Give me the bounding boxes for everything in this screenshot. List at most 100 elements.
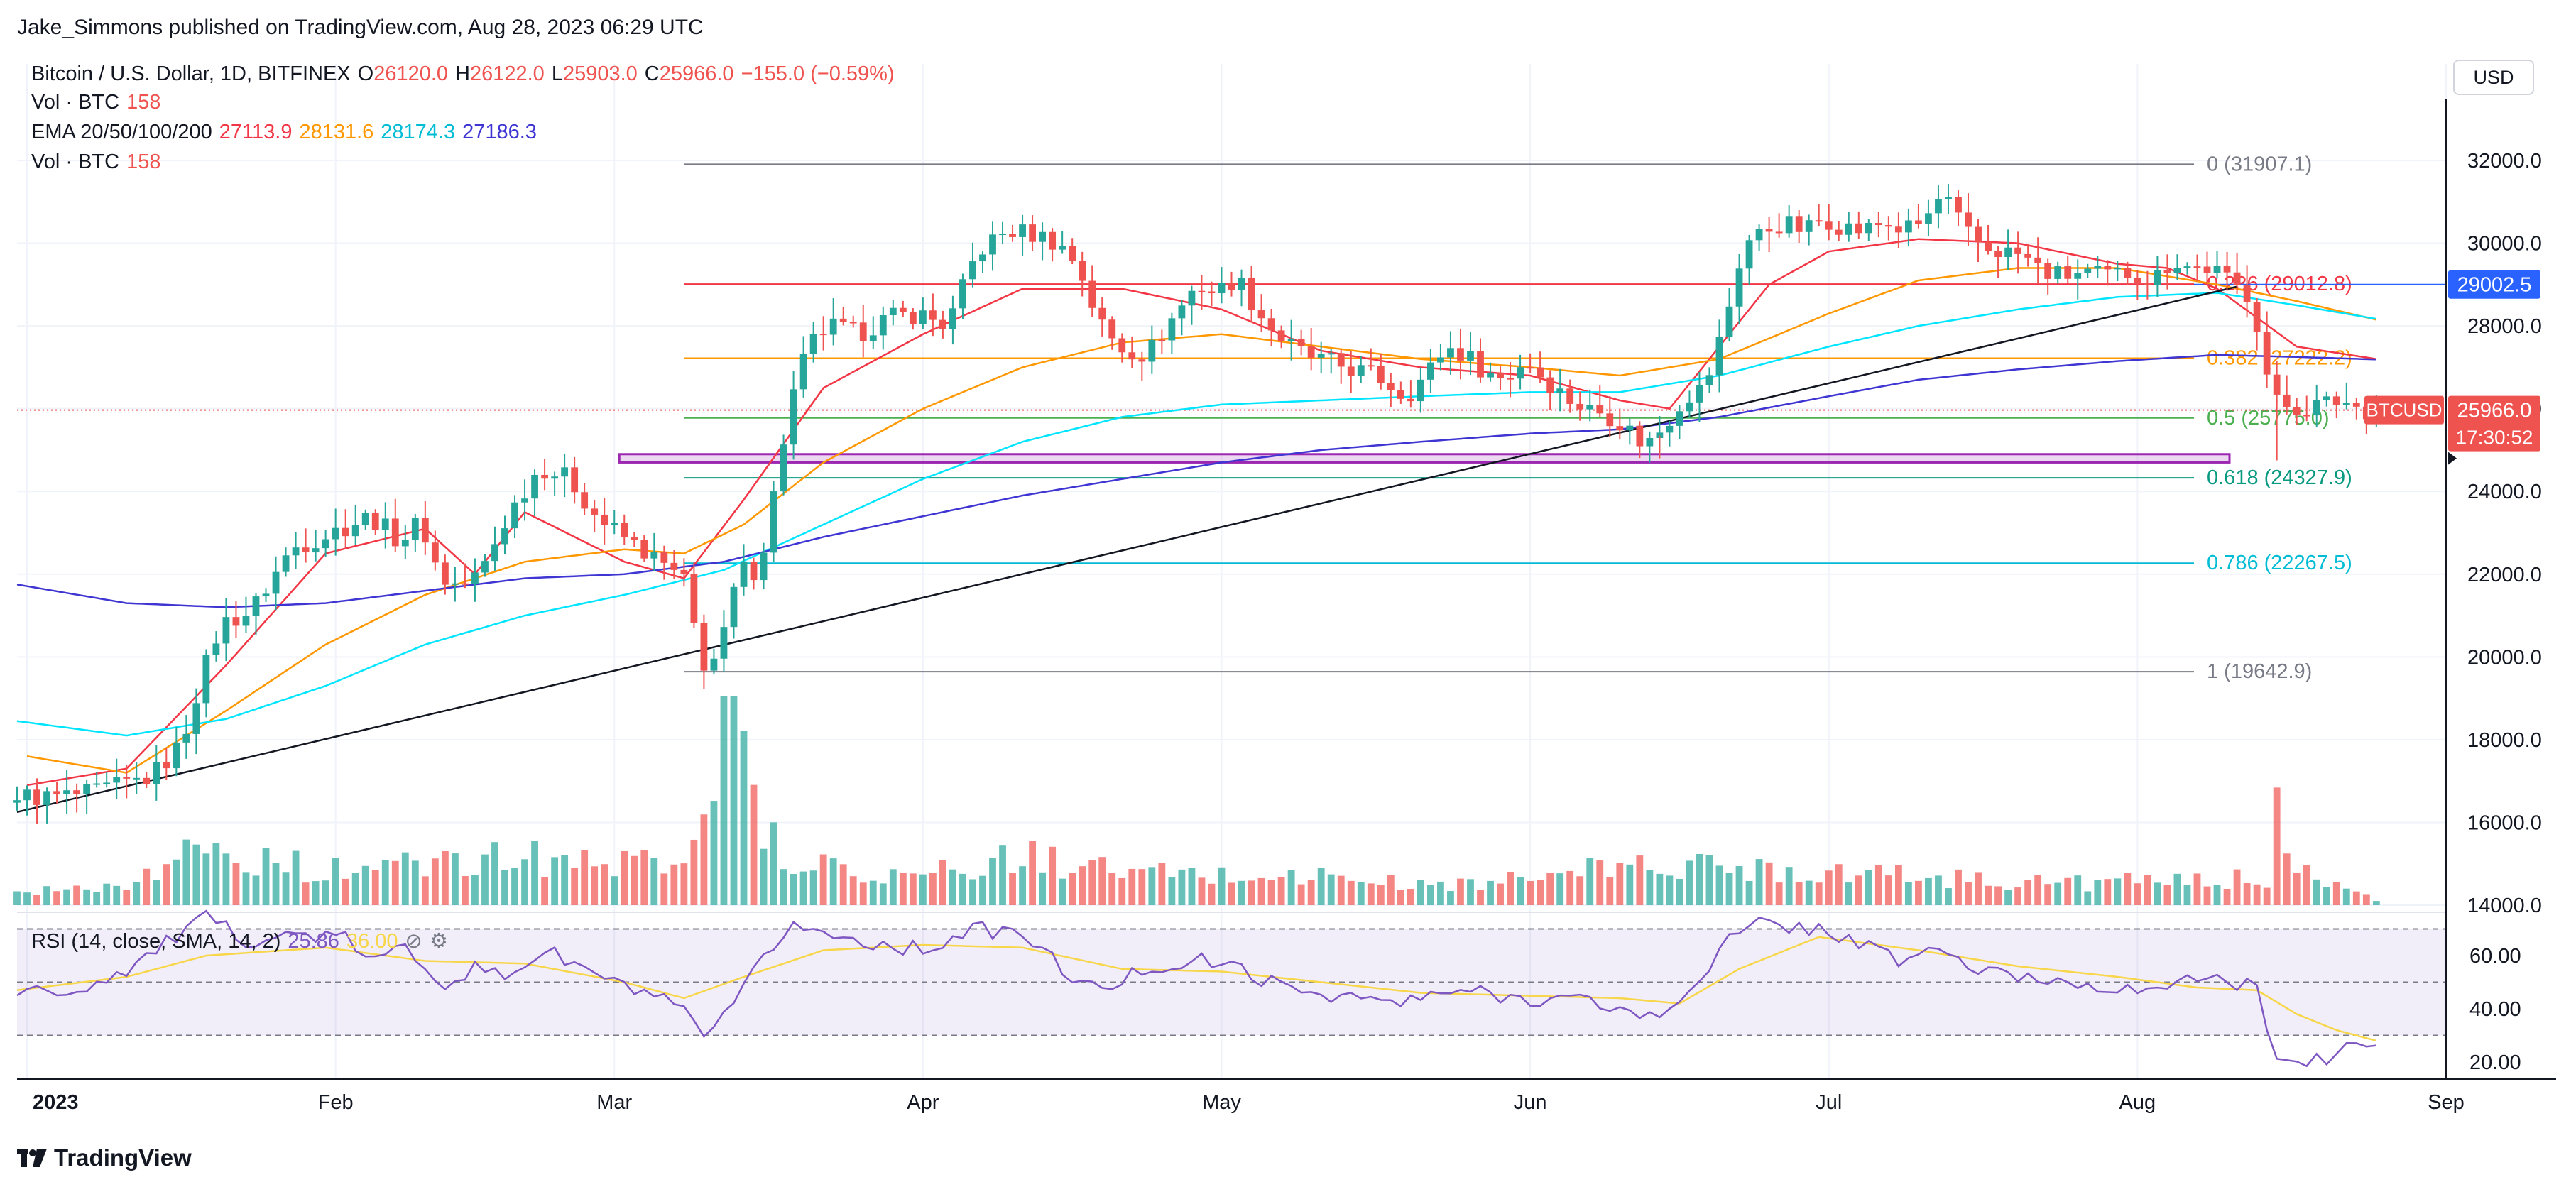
candle-body[interactable] [1805, 220, 1813, 232]
candle-body[interactable] [272, 571, 280, 594]
support-zone[interactable] [618, 453, 2231, 464]
candle-body[interactable] [1705, 375, 1713, 385]
candle-body[interactable] [391, 518, 399, 547]
candle-body[interactable] [989, 234, 996, 255]
candle-body[interactable] [1656, 432, 1664, 438]
candle-body[interactable] [113, 777, 121, 783]
candle-body[interactable] [2124, 268, 2132, 278]
trendline[interactable] [16, 285, 2237, 814]
candle-body[interactable] [1208, 291, 1216, 294]
candle-body[interactable] [1347, 366, 1355, 376]
candle-body[interactable] [2014, 247, 2022, 254]
candle-body[interactable] [2213, 266, 2221, 273]
candle-body[interactable] [1467, 351, 1474, 361]
candle-body[interactable] [332, 527, 339, 540]
candle-body[interactable] [1218, 283, 1226, 294]
candle-body[interactable] [2034, 257, 2042, 263]
candle-body[interactable] [2303, 415, 2310, 417]
candle-body[interactable] [611, 523, 618, 526]
candle-body[interactable] [1566, 388, 1574, 404]
candle-body[interactable] [282, 555, 290, 572]
candle-body[interactable] [621, 523, 628, 537]
candle-body[interactable] [1626, 425, 1634, 431]
candle-body[interactable] [361, 513, 369, 526]
candle-body[interactable] [2074, 273, 2082, 279]
candle-body[interactable] [1556, 388, 1564, 394]
candle-body[interactable] [1925, 213, 1932, 224]
candle-body[interactable] [73, 790, 81, 794]
ema200-line[interactable] [16, 354, 2376, 608]
candle-body[interactable] [929, 310, 937, 320]
candle-body[interactable] [581, 492, 589, 509]
candle-body[interactable] [640, 540, 648, 559]
candle-body[interactable] [1238, 278, 1245, 290]
candle-body[interactable] [462, 583, 469, 585]
candle-body[interactable] [1636, 425, 1644, 447]
symbol-name[interactable]: Bitcoin / U.S. Dollar, 1D, BITFINEX [31, 62, 351, 85]
candle-body[interactable] [2313, 400, 2320, 416]
candle-body[interactable] [780, 444, 787, 492]
candle-body[interactable] [521, 498, 528, 503]
candle-body[interactable] [242, 616, 250, 626]
candle-body[interactable] [1079, 261, 1086, 281]
candle-body[interactable] [1029, 224, 1036, 242]
candle-body[interactable] [1168, 318, 1176, 341]
candle-body[interactable] [909, 312, 917, 324]
candle-body[interactable] [1735, 268, 1743, 307]
candle-body[interactable] [1874, 223, 1882, 226]
candle-body[interactable] [879, 314, 887, 336]
candle-body[interactable] [2263, 332, 2271, 375]
candle-body[interactable] [1427, 362, 1434, 380]
candle-body[interactable] [441, 562, 449, 585]
candle-body[interactable] [1666, 425, 1674, 433]
candle-body[interactable] [710, 658, 718, 671]
ema50-line[interactable] [26, 267, 2377, 774]
candle-body[interactable] [2134, 278, 2141, 283]
candle-body[interactable] [1596, 405, 1604, 414]
candle-body[interactable] [451, 583, 459, 585]
candle-body[interactable] [411, 518, 419, 540]
candle-body[interactable] [939, 319, 946, 329]
candle-body[interactable] [153, 762, 160, 784]
candle-body[interactable] [799, 354, 807, 390]
candle-body[interactable] [262, 594, 270, 597]
candle-body[interactable] [2253, 302, 2261, 332]
candle-body[interactable] [1546, 377, 1554, 394]
candle-body[interactable] [2193, 266, 2201, 268]
candle-body[interactable] [790, 389, 797, 445]
candle-body[interactable] [33, 789, 40, 805]
candle-body[interactable] [999, 234, 1006, 236]
candle-body[interactable] [1855, 223, 1862, 234]
candle-body[interactable] [1059, 246, 1066, 250]
candle-body[interactable] [2044, 263, 2052, 279]
candle-body[interactable] [312, 548, 320, 553]
candle-body[interactable] [819, 334, 827, 336]
candle-body[interactable] [202, 655, 210, 704]
candle-body[interactable] [2323, 396, 2330, 400]
candle-body[interactable] [1755, 229, 1763, 241]
candle-body[interactable] [351, 525, 359, 537]
candle-body[interactable] [93, 783, 101, 785]
candle-body[interactable] [2203, 266, 2211, 273]
price-candles[interactable] [13, 184, 2380, 824]
candle-body[interactable] [770, 491, 777, 553]
candle-body[interactable] [1019, 224, 1026, 237]
candle-body[interactable] [173, 742, 180, 769]
candle-body[interactable] [342, 527, 349, 537]
candle-body[interactable] [63, 790, 71, 794]
candle-body[interactable] [1935, 199, 1942, 214]
candle-body[interactable] [1377, 366, 1385, 383]
candle-body[interactable] [1327, 353, 1335, 355]
candle-body[interactable] [690, 574, 698, 623]
candle-body[interactable] [2084, 268, 2092, 273]
candle-body[interactable] [1715, 337, 1723, 376]
ema100-line[interactable] [16, 292, 2377, 737]
candle-body[interactable] [531, 474, 538, 499]
candle-body[interactable] [2004, 247, 2012, 258]
candle-body[interactable] [83, 784, 91, 794]
candle-body[interactable] [1407, 398, 1414, 402]
candle-body[interactable] [730, 586, 738, 628]
candle-body[interactable] [1397, 390, 1404, 399]
candle-body[interactable] [2342, 403, 2350, 405]
candle-body[interactable] [133, 777, 141, 780]
